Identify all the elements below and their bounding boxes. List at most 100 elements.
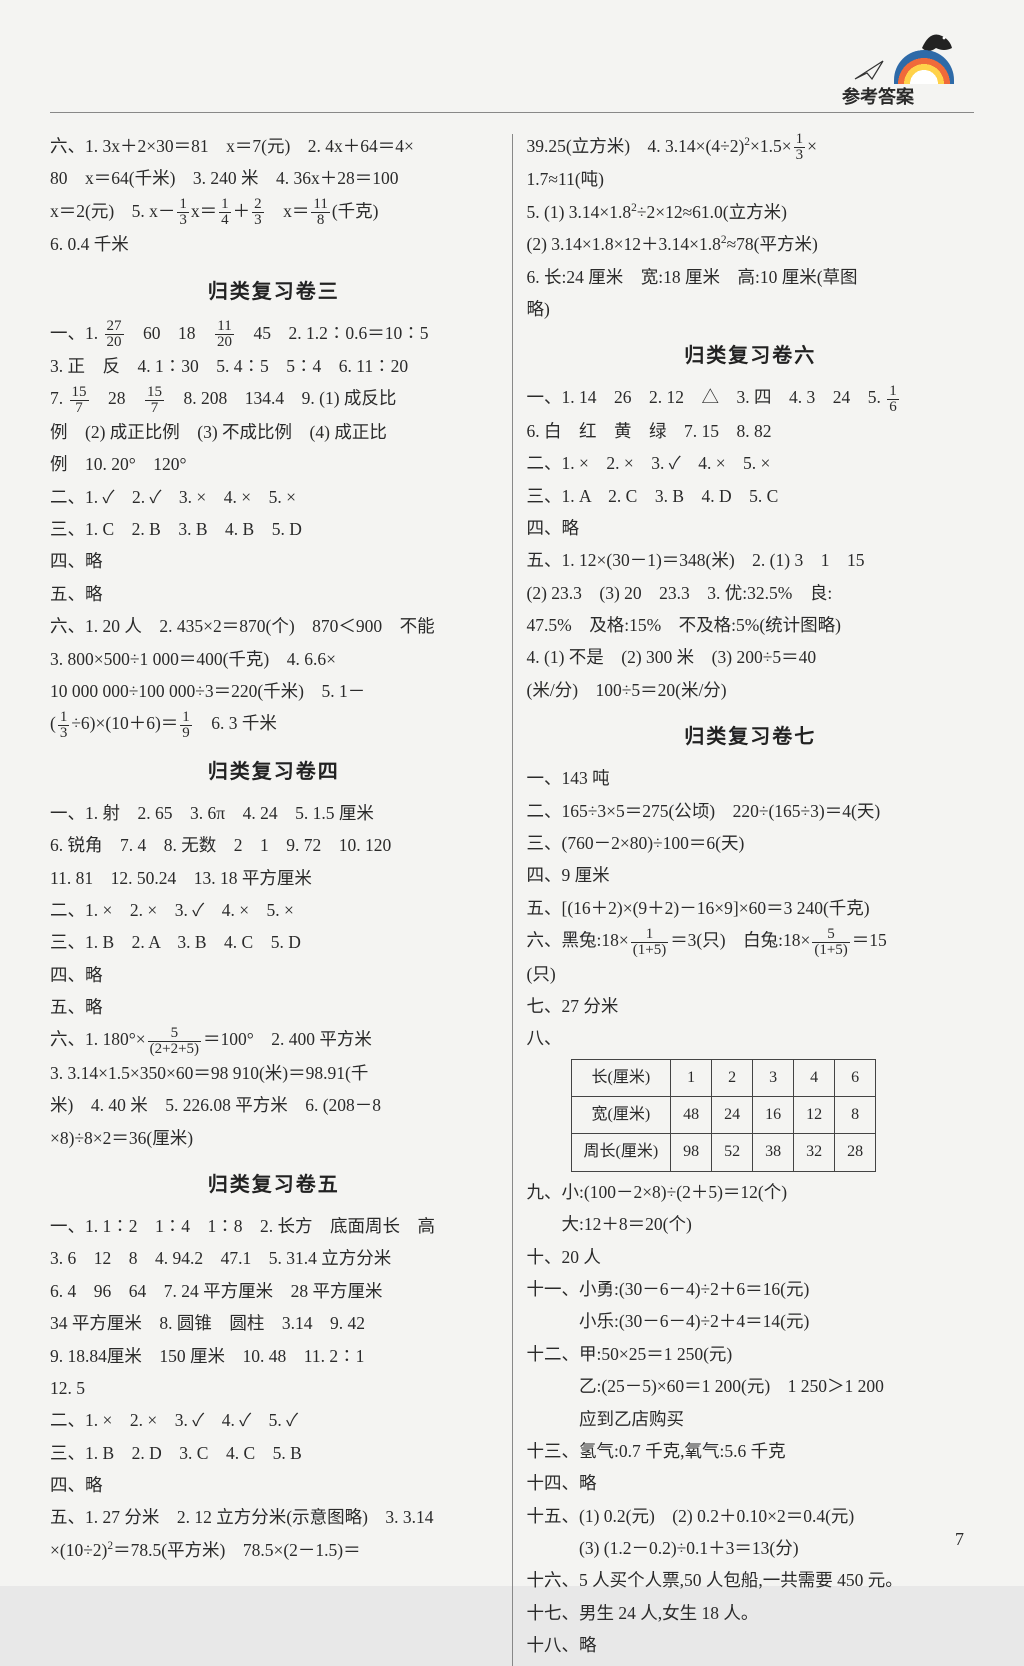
text-line: (米/分) 100÷5＝20(米/分) (527, 674, 975, 706)
text-line: 略) (527, 293, 975, 325)
text-line: 十七、男生 24 人,女生 18 人。 (527, 1597, 975, 1629)
text-line: 一、1. 2720 60 18 1120 45 2. 1.2∶0.6＝10∶5 (50, 317, 498, 350)
text-line: 十四、略 (527, 1467, 975, 1499)
section-4: 一、1. 射 2. 65 3. 6π 4. 24 5. 1.5 厘米6. 锐角 … (50, 797, 498, 1154)
table-row: 周长(厘米)9852383228 (571, 1134, 876, 1171)
text-line: 七、27 分米 (527, 990, 975, 1022)
section-title: 归类复习卷七 (527, 718, 975, 756)
table-cell: 宽(厘米) (571, 1097, 671, 1134)
text-line: 四、9 厘米 (527, 859, 975, 891)
text-line: 应到乙店购买 (527, 1403, 975, 1435)
text-line: 10 000 000÷100 000÷3＝220(千米) 5. 1－ (50, 675, 498, 707)
column-separator (512, 134, 513, 1666)
text-line: 十五、(1) 0.2(元) (2) 0.2＋0.10×2＝0.4(元) (527, 1500, 975, 1532)
text-line: 一、1. 射 2. 65 3. 6π 4. 24 5. 1.5 厘米 (50, 797, 498, 829)
section-title: 归类复习卷三 (50, 273, 498, 311)
text-line: 二、1. × 2. × 3. ✓ 4. × 5. × (527, 447, 975, 479)
text-line: 6. 白 红 黄 绿 7. 15 8. 82 (527, 415, 975, 447)
section-title: 归类复习卷五 (50, 1166, 498, 1204)
text-line: 十一、小勇:(30－6－4)÷2＋6＝16(元) (527, 1273, 975, 1305)
text-line: 十二、甲:50×25＝1 250(元) (527, 1338, 975, 1370)
text-line: 三、1. A 2. C 3. B 4. D 5. C (527, 480, 975, 512)
table-cell: 52 (712, 1134, 753, 1171)
left-column: 六、1. 3x＋2×30＝81 x＝7(元) 2. 4x＋64＝4×80 x＝6… (50, 130, 498, 1666)
dimensions-table: 长(厘米)12346 宽(厘米)482416128 周长(厘米)98523832… (571, 1059, 877, 1172)
text-line: 三、(760－2×80)÷100＝6(天) (527, 827, 975, 859)
text-line: 例 (2) 成正比例 (3) 不成比例 (4) 成正比 (50, 416, 498, 448)
text-line: (2) 23.3 (3) 20 23.3 3. 优:32.5% 良: (527, 577, 975, 609)
text-line: 十八、略 (527, 1629, 975, 1661)
section-title: 归类复习卷四 (50, 753, 498, 791)
text-line: 例 10. 20° 120° (50, 448, 498, 480)
text-line: 乙:(25－5)×60＝1 200(元) 1 250＞1 200 (527, 1370, 975, 1402)
table-cell: 周长(厘米) (571, 1134, 671, 1171)
right-column: 39.25(立方米) 4. 3.14×(4÷2)2×1.5×13×1.7≈11(… (527, 130, 975, 1666)
text-line: 二、1. × 2. × 3. ✓ 4. × 5. × (50, 894, 498, 926)
table-cell: 12 (794, 1097, 835, 1134)
text-line: 80 x＝64(千米) 3. 240 米 4. 36x＋28＝100 (50, 162, 498, 194)
text-line: (2) 3.14×1.8×12＋3.14×1.82≈78(平方米) (527, 228, 975, 260)
text-line: 5. (1) 3.14×1.82÷2×12≈61.0(立方米) (527, 196, 975, 228)
left-pre: 六、1. 3x＋2×30＝81 x＝7(元) 2. 4x＋64＝4×80 x＝6… (50, 130, 498, 261)
text-line: 六、1. 180°×5(2+2+5)＝100° 2. 400 平方米 (50, 1023, 498, 1056)
text-line: x＝2(元) 5. x－13x＝14＋23 x＝118(千克) (50, 195, 498, 228)
text-line: 四、略 (527, 512, 975, 544)
table-cell: 98 (671, 1134, 712, 1171)
table-cell: 4 (794, 1059, 835, 1096)
text-line: 六、黑兔:18×1(1+5)＝3(只) 白兔:18×5(1+5)＝15 (527, 924, 975, 957)
text-line: 6. 锐角 7. 4 8. 无数 2 1 9. 72 10. 120 (50, 829, 498, 861)
text-line: 二、165÷3×5＝275(公顷) 220÷(165÷3)＝4(天) (527, 795, 975, 827)
text-line: 3. 3.14×1.5×350×60＝98 910(米)＝98.91(千 (50, 1057, 498, 1089)
section-title: 归类复习卷六 (527, 337, 975, 375)
paper-plane-icon (854, 57, 884, 77)
page: 参考答案 六、1. 3x＋2×30＝81 x＝7(元) 2. 4x＋64＝4×8… (0, 0, 1024, 1586)
text-line: 7. 157 28 157 8. 208 134.4 9. (1) 成反比 (50, 382, 498, 415)
text-line: 47.5% 及格:15% 不及格:5%(统计图略) (527, 609, 975, 641)
section-7a: 一、143 吨二、165÷3×5＝275(公顷) 220÷(165÷3)＝4(天… (527, 762, 975, 1054)
text-line: 大:12＋8＝20(个) (527, 1208, 975, 1240)
text-line: 二、1. ✓ 2. ✓ 3. × 4. × 5. × (50, 481, 498, 513)
section-3: 一、1. 2720 60 18 1120 45 2. 1.2∶0.6＝10∶53… (50, 317, 498, 741)
text-line: 九、小:(100－2×8)÷(2＋5)＝12(个) (527, 1176, 975, 1208)
text-line: 12. 5 (50, 1372, 498, 1404)
text-line: ×8)÷8×2＝36(厘米) (50, 1122, 498, 1154)
table-cell: 长(厘米) (571, 1059, 671, 1096)
text-line: 1.7≈11(吨) (527, 163, 975, 195)
table-cell: 6 (835, 1059, 876, 1096)
text-line: 四、略 (50, 959, 498, 991)
table-cell: 48 (671, 1097, 712, 1134)
table-cell: 3 (753, 1059, 794, 1096)
text-line: 五、1. 27 分米 2. 12 立方分米(示意图略) 3. 3.14 (50, 1501, 498, 1533)
table-cell: 32 (794, 1134, 835, 1171)
header-rule (50, 112, 974, 113)
text-line: 米) 4. 40 米 5. 226.08 平方米 6. (208－8 (50, 1089, 498, 1121)
table-cell: 2 (712, 1059, 753, 1096)
text-line: (只) (527, 958, 975, 990)
text-line: 6. 4 96 64 7. 24 平方厘米 28 平方厘米 (50, 1275, 498, 1307)
page-number: 7 (955, 1522, 964, 1556)
text-line: 一、143 吨 (527, 762, 975, 794)
section-6: 一、1. 14 26 2. 12 △ 3. 四 4. 3 24 5. 166. … (527, 381, 975, 706)
table-row: 长(厘米)12346 (571, 1059, 876, 1096)
header (854, 50, 954, 84)
text-line: 四、略 (50, 545, 498, 577)
text-line: 五、略 (50, 578, 498, 610)
table-cell: 24 (712, 1097, 753, 1134)
table-cell: 16 (753, 1097, 794, 1134)
text-line: 十三、氢气:0.7 千克,氧气:5.6 千克 (527, 1435, 975, 1467)
text-line: 五、[(16＋2)×(9＋2)－16×9]×60＝3 240(千克) (527, 892, 975, 924)
table-cell: 38 (753, 1134, 794, 1171)
columns: 六、1. 3x＋2×30＝81 x＝7(元) 2. 4x＋64＝4×80 x＝6… (50, 130, 974, 1666)
text-line: 9. 18.84厘米 150 厘米 10. 48 11. 2∶1 (50, 1340, 498, 1372)
text-line: 6. 0.4 千米 (50, 228, 498, 260)
text-line: 小乐:(30－6－4)÷2＋4＝14(元) (527, 1305, 975, 1337)
text-line: (13÷6)×(10＋6)＝19 6. 3 千米 (50, 707, 498, 740)
text-line: 34 平方厘米 8. 圆锥 圆柱 3.14 9. 42 (50, 1307, 498, 1339)
text-line: 三、1. B 2. A 3. B 4. C 5. D (50, 926, 498, 958)
text-line: 六、1. 20 人 2. 435×2＝870(个) 870＜900 不能 (50, 610, 498, 642)
text-line: (3) (1.2－0.2)÷0.1＋3＝13(分) (527, 1532, 975, 1564)
text-line: 四、略 (50, 1469, 498, 1501)
section-5: 一、1. 1∶2 1∶4 1∶8 2. 长方 底面周长 高3. 6 12 8 4… (50, 1210, 498, 1566)
text-line: 十六、5 人买个人票,50 人包船,一共需要 450 元。 (527, 1564, 975, 1596)
section-7b: 九、小:(100－2×8)÷(2＋5)＝12(个) 大:12＋8＝20(个)十、… (527, 1176, 975, 1662)
